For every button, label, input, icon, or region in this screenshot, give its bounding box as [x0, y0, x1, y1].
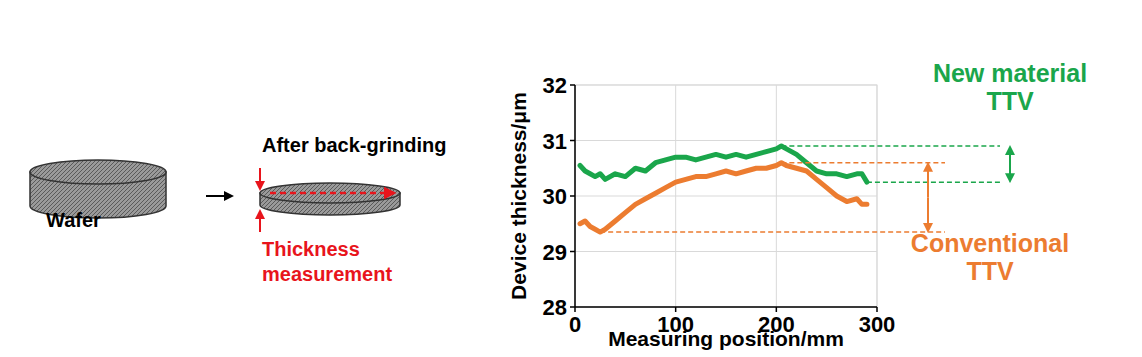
- y-tick: [570, 251, 575, 253]
- x-grid: [776, 85, 777, 307]
- ttv-arrow: [1009, 164, 1011, 181]
- thin-wafer-top: [260, 183, 400, 203]
- y-tick-label: 29: [543, 240, 567, 265]
- y-tick-label: 31: [543, 129, 567, 154]
- ttv-arrow: [1009, 147, 1011, 164]
- thickness-arrow-top: [259, 168, 261, 189]
- x-grid: [675, 85, 676, 307]
- x-axis: [575, 306, 877, 308]
- x-axis-label: Measuring position/mm: [608, 327, 844, 350]
- y-grid: [575, 251, 877, 252]
- figure: Wafer After back-grinding Thickness measure…: [0, 0, 1142, 357]
- y-tick: [570, 195, 575, 197]
- y-tick: [570, 140, 575, 142]
- ttv-max-line: [781, 162, 945, 164]
- y-tick-label: 28: [543, 295, 567, 320]
- y-grid: [575, 196, 877, 197]
- y-grid: [575, 140, 877, 141]
- ttv-label: TTV: [986, 87, 1034, 115]
- x-tick-label: 0: [569, 312, 581, 337]
- y-axis-label: Device thickness/μm: [507, 92, 530, 300]
- measurement-label: Thickness: [262, 238, 360, 260]
- ttv-min-line: [867, 181, 1000, 183]
- ttv-max-line: [781, 145, 1000, 147]
- ttv-annotations: New materialTTVConventionalTTV: [600, 59, 1087, 285]
- x-tick-label: 300: [859, 312, 896, 337]
- ttv-min-line: [600, 231, 945, 233]
- ttv-label: TTV: [966, 257, 1014, 285]
- y-grid: [575, 85, 877, 86]
- measurement-label: measurement: [262, 263, 392, 285]
- scan-arrow: [270, 192, 394, 195]
- series-line: [580, 146, 867, 182]
- y-tick-label: 30: [543, 184, 567, 209]
- step-label: After back-grinding: [262, 134, 446, 156]
- y-tick-label: 32: [543, 73, 567, 98]
- ttv-arrow: [927, 164, 929, 198]
- wafer-label: Wafer: [46, 209, 101, 231]
- wafer-top: [30, 160, 166, 184]
- series-line: [580, 163, 867, 232]
- y-tick: [570, 84, 575, 86]
- ttv-label: Conventional: [911, 229, 1069, 257]
- wafer-diagram: Wafer After back-grinding Thickness measure…: [30, 134, 446, 285]
- series-group: [580, 146, 867, 232]
- chart: 28293031320100200300Measuring position/m…: [507, 59, 1087, 350]
- ttv-arrow: [927, 197, 929, 231]
- ttv-label: New material: [933, 59, 1087, 87]
- thickness-arrow-bottom: [259, 211, 261, 232]
- x-grid: [877, 85, 878, 307]
- y-grid: [575, 307, 877, 308]
- process-arrow: [206, 195, 232, 197]
- plot-frame: [575, 85, 877, 307]
